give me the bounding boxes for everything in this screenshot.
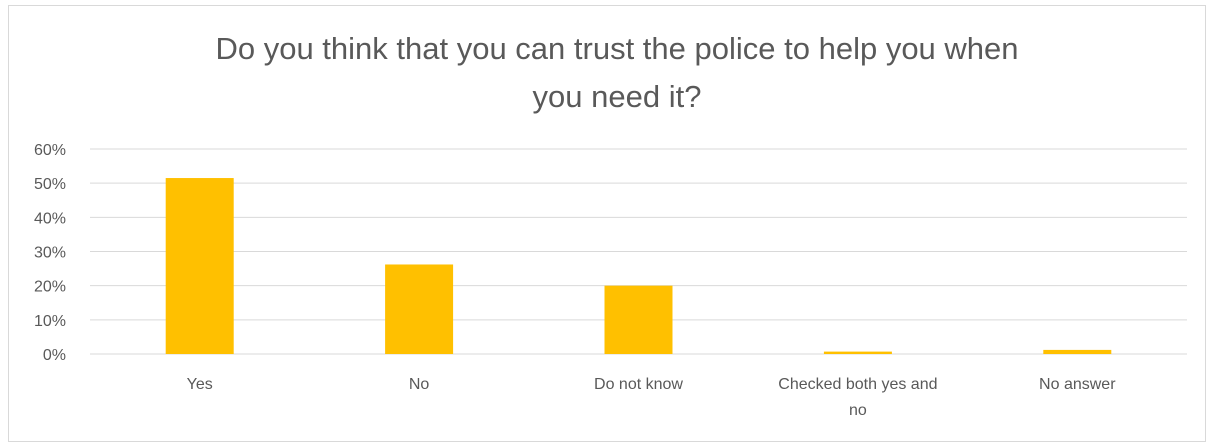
x-category-label: no xyxy=(849,402,867,419)
x-category-label: Do not know xyxy=(594,376,683,393)
x-category-label: Yes xyxy=(187,376,213,393)
y-tick-label: 30% xyxy=(34,245,66,262)
y-tick-label: 10% xyxy=(34,313,66,330)
bar xyxy=(385,264,454,354)
y-tick-label: 0% xyxy=(43,347,66,364)
chart-title-line-2: you need it? xyxy=(533,79,702,114)
bar xyxy=(165,178,234,354)
y-tick-label: 50% xyxy=(34,176,66,193)
x-category-label: No answer xyxy=(1039,376,1116,393)
y-tick-label: 60% xyxy=(34,142,66,159)
bar xyxy=(604,285,673,354)
y-tick-label: 40% xyxy=(34,210,66,227)
gridlines xyxy=(90,148,1187,355)
y-tick-label: 20% xyxy=(34,279,66,296)
x-category-label: Checked both yes and xyxy=(778,376,937,393)
y-axis-tick-labels: 0% 10% 20% 30% 40% 50% 60% xyxy=(34,142,66,364)
bars xyxy=(165,178,1112,354)
bar xyxy=(823,351,892,354)
chart-title-line-1: Do you think that you can trust the poli… xyxy=(215,31,1018,66)
bar xyxy=(1043,349,1112,354)
x-axis-category-labels: Yes No Do not know Checked both yes and no No… xyxy=(187,376,1117,419)
chart-title: Do you think that you can trust the poli… xyxy=(215,31,1018,114)
x-category-label: No xyxy=(409,376,430,393)
